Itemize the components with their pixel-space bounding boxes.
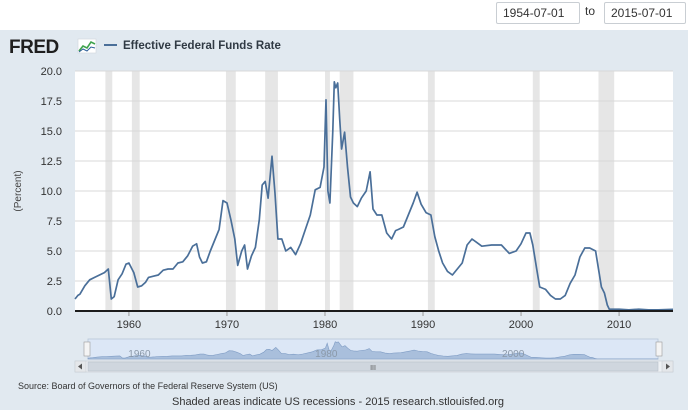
navigator-left-handle[interactable] xyxy=(83,341,91,357)
x-tick-label-1: 1970 xyxy=(215,319,239,331)
scrollbar-thumb[interactable] xyxy=(87,361,659,372)
scroll-right-arrow-icon xyxy=(666,363,670,370)
navigator-label-0: 1960 xyxy=(128,349,151,360)
gridlines xyxy=(75,70,673,282)
x-axis-ticks: 1960 1970 1980 1990 2000 2010 xyxy=(117,311,631,331)
date-range-separator: to xyxy=(585,4,596,18)
scrollbar-grip: III xyxy=(370,365,376,372)
y-axis-ticks: 0.0 2.5 5.0 7.5 10.0 12.5 15.0 17.5 20.0 xyxy=(41,66,62,318)
source-text: Source: Board of Governors of the Federa… xyxy=(18,381,278,391)
y-axis-label: (Percent) xyxy=(13,170,24,211)
y-tick-label-4: 10.0 xyxy=(41,186,62,198)
x-tick-label-0: 1960 xyxy=(117,319,141,331)
scrollbar[interactable]: III xyxy=(74,360,674,373)
scroll-left-arrow-icon xyxy=(78,363,82,370)
x-tick-label-3: 1990 xyxy=(411,319,435,331)
start-date-input[interactable]: 1954-07-01 xyxy=(496,2,580,24)
fred-logo-graph-icon xyxy=(77,38,97,54)
x-tick-label-2: 1980 xyxy=(313,319,337,331)
navigator-series-area xyxy=(87,341,659,360)
recession-note-text: Shaded areas indicate US recessions - 20… xyxy=(172,396,504,408)
x-tick-label-5: 2010 xyxy=(607,319,631,331)
y-tick-label-5: 12.5 xyxy=(41,156,62,168)
navigator-labels: 1960 1980 2000 xyxy=(128,349,524,360)
y-tick-label-8: 20.0 xyxy=(41,66,62,78)
end-date-input[interactable]: 2015-07-01 xyxy=(604,2,686,24)
y-tick-label-6: 15.0 xyxy=(41,126,62,138)
y-tick-label-2: 5.0 xyxy=(47,246,62,258)
series-line-fed-funds-rate xyxy=(74,80,674,311)
y-tick-label-0: 0.0 xyxy=(47,306,62,318)
legend-series-title: Effective Federal Funds Rate xyxy=(123,40,281,52)
y-tick-label-7: 17.5 xyxy=(41,96,62,108)
navigator-label-2: 2000 xyxy=(502,349,525,360)
fred-logo[interactable]: FRED xyxy=(9,37,97,58)
fred-logo-text: FRED xyxy=(9,37,59,58)
navigator[interactable]: 1960 1980 2000 xyxy=(83,338,663,360)
navigator-right-handle[interactable] xyxy=(655,341,663,357)
navigator-label-1: 1980 xyxy=(315,349,338,360)
y-tick-label-3: 7.5 xyxy=(47,216,62,228)
y-tick-label-1: 2.5 xyxy=(47,276,62,288)
x-tick-label-4: 2000 xyxy=(509,319,533,331)
